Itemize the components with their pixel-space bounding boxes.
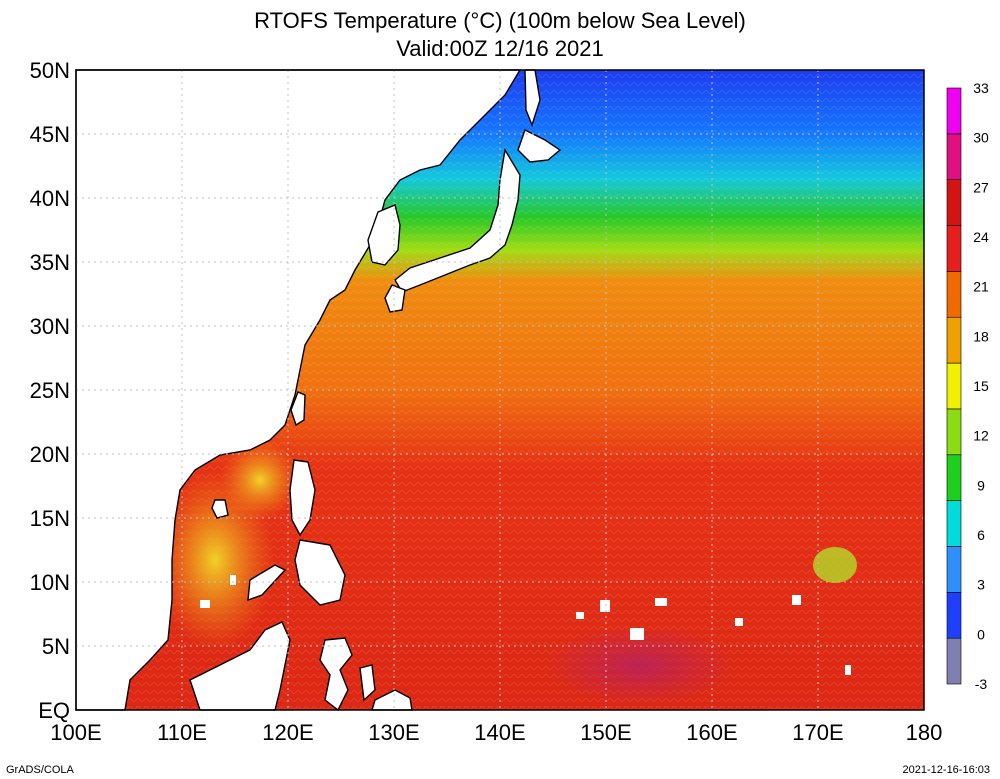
lon-label: 100E	[50, 720, 101, 745]
colorbar-tick-label: 15	[973, 378, 989, 394]
lon-label: 120E	[262, 720, 313, 745]
map-title-line1: RTOFS Temperature (°C) (100m below Sea L…	[254, 8, 746, 33]
colorbar-tick-label: -3	[975, 676, 988, 692]
colorbar-swatch	[946, 362, 962, 410]
lat-label: 5N	[42, 634, 70, 659]
colorbar-tick-label: 30	[973, 130, 989, 146]
footer-credit: GrADS/COLA	[6, 764, 74, 776]
philippine-islands	[294, 539, 346, 606]
lat-label: 45N	[30, 122, 70, 147]
lon-label: 180	[906, 720, 943, 745]
luzon	[289, 459, 316, 537]
lon-label: 150E	[580, 720, 631, 745]
colorbar-swatch	[946, 408, 962, 456]
lat-label: 25N	[30, 378, 70, 403]
sulawesi	[319, 637, 353, 712]
data-gaps	[200, 575, 851, 675]
hokkaido	[517, 129, 562, 163]
latitude-labels: EQ 5N 10N 15N 20N 25N 30N 35N 40N 45N 50N	[30, 58, 70, 723]
land-masses	[75, 69, 562, 712]
colorbar: -3 0 3 6 9 12 15 18 21 24 27 30 33	[946, 80, 989, 692]
colorbar-tick-label: 18	[973, 328, 989, 344]
japan	[394, 148, 521, 293]
colorbar-swatch	[946, 592, 962, 639]
colorbar-tick-label: 9	[977, 477, 985, 493]
map-frame	[75, 69, 925, 711]
graticule	[76, 70, 924, 710]
colorbar-tick-label: 6	[977, 527, 985, 543]
kyushu	[384, 284, 406, 313]
lat-label: 35N	[30, 250, 70, 275]
taiwan	[290, 391, 306, 427]
halmahera	[359, 664, 376, 702]
colorbar-tick-label: 21	[973, 279, 989, 295]
colorbar-tick-label: 24	[973, 229, 989, 245]
hainan	[211, 499, 229, 519]
colorbar-swatch	[946, 133, 962, 180]
marshall-anomaly	[813, 547, 857, 583]
lat-label: 15N	[30, 506, 70, 531]
colorbar-tick-label: 33	[973, 80, 989, 96]
colorbar-swatch	[946, 316, 962, 364]
lat-label: 40N	[30, 186, 70, 211]
lat-label: 10N	[30, 570, 70, 595]
colorbar-swatch	[946, 454, 962, 501]
footer-timestamp: 2021-12-16-16:03	[902, 764, 990, 776]
lon-label: 110E	[157, 720, 207, 745]
korean-peninsula	[367, 204, 401, 266]
palawan	[247, 564, 287, 602]
lat-label: EQ	[38, 698, 70, 723]
colorbar-swatch	[946, 225, 962, 272]
colorbar-swatch	[946, 637, 962, 685]
lon-label: 160E	[686, 720, 737, 745]
colorbar-swatch	[946, 271, 962, 318]
colorbar-swatch	[946, 500, 962, 547]
map-title-line2: Valid:00Z 12/16 2021	[396, 36, 604, 61]
colorbar-swatch	[946, 179, 962, 226]
lat-label: 30N	[30, 314, 70, 339]
warm-pool-patch	[545, 625, 735, 705]
colorbar-tick-label: 27	[973, 179, 989, 195]
lon-label: 140E	[474, 720, 525, 745]
longitude-labels: 100E 110E 120E 130E 140E 150E 160E 170E 180	[50, 720, 942, 745]
luzon-strait-patch	[220, 440, 300, 520]
colorbar-swatch	[946, 87, 962, 135]
lat-label: 50N	[30, 58, 70, 83]
new-guinea	[371, 689, 413, 711]
asia-mainland	[75, 69, 522, 711]
lat-label: 20N	[30, 442, 70, 467]
colorbar-tick-label: 12	[973, 428, 989, 444]
colorbar-tick-label: 3	[977, 577, 985, 593]
colorbar-tick-label: 0	[977, 626, 985, 642]
lon-label: 170E	[792, 720, 843, 745]
lon-label: 130E	[368, 720, 419, 745]
colorbar-swatch	[946, 546, 962, 593]
